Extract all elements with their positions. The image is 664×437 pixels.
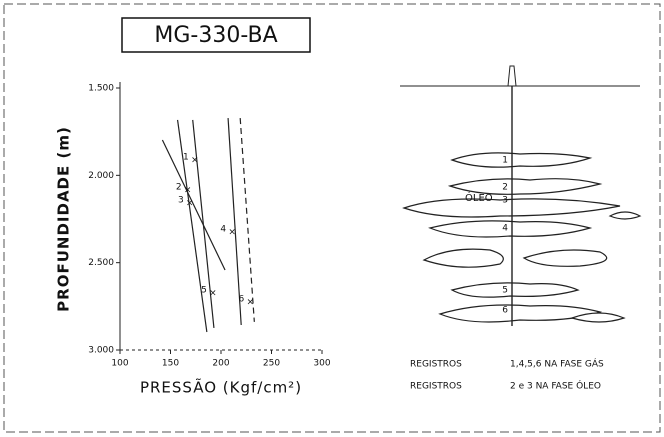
reservoir: [608, 211, 642, 220]
reservoir: [450, 282, 580, 298]
x-tick-label: 250: [263, 359, 280, 369]
zone-label: 2: [502, 183, 508, 193]
y-tick-label: 2.500: [88, 258, 114, 268]
y-tick-label: 1.500: [88, 84, 114, 94]
point-label: 6: [239, 294, 245, 304]
x-tick-label: 300: [313, 359, 330, 369]
point-marker: ×: [228, 227, 236, 237]
note-label: REGISTROS: [410, 360, 462, 370]
reservoir: [428, 220, 593, 238]
pressure-line: [192, 119, 215, 329]
y-tick-label: 2.000: [88, 171, 114, 181]
y-axis-label: PROFUNDIDADE (m): [55, 126, 73, 312]
point-label: 5: [201, 285, 207, 295]
reservoir: [438, 304, 603, 323]
note-text: 1,4,5,6 NA FASE GÁS: [510, 358, 604, 370]
reservoir: [447, 178, 601, 195]
pressure-line: [239, 118, 255, 322]
point-marker: ×: [186, 198, 194, 208]
point-marker: ×: [191, 155, 199, 165]
point-label: 3: [178, 195, 184, 205]
x-tick-label: 100: [111, 359, 128, 369]
zone-label: 3: [502, 196, 508, 206]
diagram: ÓLEO: [400, 65, 642, 326]
wellhead: [507, 65, 517, 87]
x-tick-label: 150: [162, 359, 179, 369]
oil-label: ÓLEO: [465, 191, 493, 204]
x-tick-label: 200: [212, 359, 229, 369]
point-label: 4: [220, 224, 226, 234]
pressure-line: [176, 119, 208, 333]
zone-label: 6: [502, 306, 508, 316]
frame: [3, 3, 661, 433]
note-text: 2 e 3 NA FASE ÓLEO: [510, 380, 601, 392]
x-axis-label: PRESSÃO (Kgf/cm²): [140, 378, 302, 397]
point-marker: ×: [247, 297, 255, 307]
chart-title: MG-330-BA: [154, 23, 277, 48]
note-label: REGISTROS: [410, 382, 462, 392]
y-tick-label: 3.000: [88, 346, 114, 356]
pressure-line: [161, 139, 226, 271]
point-label: 2: [176, 183, 182, 193]
reservoir: [450, 152, 593, 168]
zone-label: 4: [502, 224, 508, 234]
zone-label: 1: [502, 156, 508, 166]
notes: REGISTROS 1,4,5,6 NA FASE GÁS REGISTROS …: [410, 358, 604, 392]
point-label: 1: [183, 152, 189, 162]
reservoir: [570, 312, 626, 323]
point-marker: ×: [184, 186, 192, 196]
reservoir: [422, 248, 504, 268]
pressure-line: [227, 118, 242, 326]
point-marker: ×: [209, 288, 217, 298]
title-box: [121, 17, 311, 53]
reservoir: [522, 249, 608, 267]
zone-label: 5: [502, 286, 508, 296]
